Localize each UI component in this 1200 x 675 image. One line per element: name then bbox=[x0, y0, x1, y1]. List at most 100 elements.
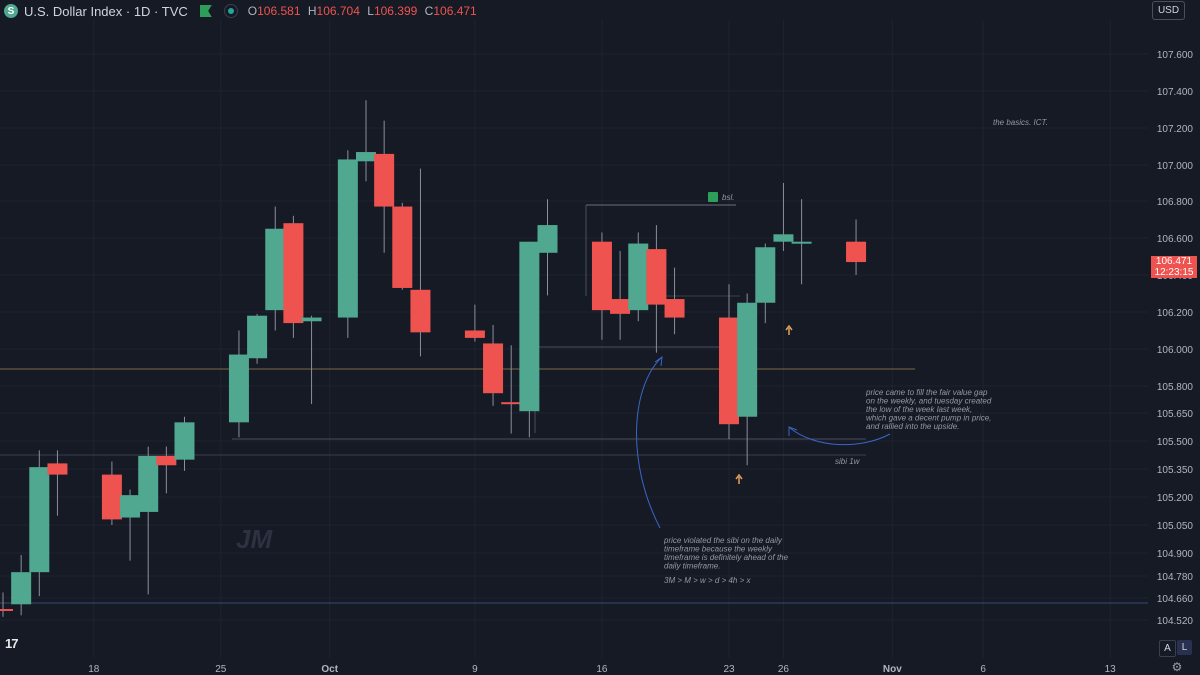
candle-body bbox=[773, 234, 794, 242]
candle-body bbox=[138, 455, 159, 512]
price-tick-label: 104.660 bbox=[1157, 594, 1194, 605]
candle-body bbox=[374, 153, 395, 207]
price-tick-label: 106.000 bbox=[1157, 345, 1194, 356]
annotation-note-weekly: and rallied into the upside. bbox=[866, 422, 959, 431]
candle-body bbox=[265, 228, 286, 311]
annotation-note-daily: timeframe because the weekly bbox=[664, 545, 773, 554]
candle-body bbox=[29, 467, 50, 573]
price-tick-label: 107.400 bbox=[1157, 87, 1194, 98]
tradingview-logo-icon[interactable]: 17 bbox=[5, 636, 19, 651]
candles bbox=[0, 100, 867, 617]
price-tick-label: 105.650 bbox=[1157, 409, 1194, 420]
time-tick-label: 9 bbox=[472, 664, 478, 675]
annotation-basics: the basics. ICT. bbox=[993, 118, 1048, 127]
ohlc-values: O106.581 H106.704 L106.399 C106.471 bbox=[248, 4, 481, 18]
open-value: 106.581 bbox=[257, 4, 301, 18]
candle-body bbox=[664, 299, 685, 318]
auto-scale-button[interactable]: A bbox=[1159, 640, 1176, 657]
candle-body bbox=[0, 609, 13, 611]
time-tick-label: 23 bbox=[723, 664, 735, 675]
price-tick-label: 105.050 bbox=[1157, 521, 1194, 532]
annotation-note-weekly: which gave a decent pump in price, bbox=[866, 414, 991, 423]
price-tick-label: 104.520 bbox=[1157, 616, 1194, 627]
watermark-jm: JM bbox=[236, 524, 273, 554]
candle-body bbox=[392, 206, 413, 288]
grid bbox=[0, 20, 1148, 658]
candle-body bbox=[791, 241, 812, 244]
up-arrow-head-icon bbox=[785, 324, 793, 331]
candle-body bbox=[628, 243, 649, 311]
time-tick-label: 26 bbox=[778, 664, 790, 675]
annotation-sibi: sibi 1w bbox=[835, 457, 861, 466]
dollar-symbol-icon: S bbox=[4, 4, 18, 18]
candle-body bbox=[501, 402, 522, 405]
candle-body bbox=[591, 241, 612, 311]
candle-body bbox=[337, 159, 358, 318]
last-price: 106.471 bbox=[1155, 256, 1193, 267]
price-tick-label: 107.000 bbox=[1157, 161, 1194, 172]
time-tick-label: 18 bbox=[88, 664, 100, 675]
candle-body bbox=[11, 572, 32, 605]
high-label: H bbox=[307, 4, 317, 18]
time-tick-label: Nov bbox=[883, 664, 902, 675]
curved-arrow-daily bbox=[636, 356, 663, 529]
low-value: 106.399 bbox=[373, 4, 418, 18]
close-value: 106.471 bbox=[433, 4, 477, 18]
candle-body bbox=[47, 463, 68, 475]
annotation-note-daily: daily timeframe. bbox=[664, 562, 720, 571]
last-price-badge: 106.471 12:23:15 bbox=[1151, 256, 1197, 278]
price-tick-label: 106.600 bbox=[1157, 234, 1194, 245]
candle-body bbox=[101, 474, 122, 520]
price-tick-label: 105.350 bbox=[1157, 465, 1194, 476]
curved-arrow-daily-head bbox=[654, 355, 663, 367]
time-axis[interactable]: 18 25 Oct 9 16 23 26 Nov 6 13 bbox=[88, 664, 1116, 675]
price-tick-label: 107.200 bbox=[1157, 124, 1194, 135]
candle-body bbox=[283, 223, 304, 324]
price-tick-label: 106.200 bbox=[1157, 308, 1194, 319]
candle-body bbox=[410, 289, 431, 333]
price-tick-label: 105.800 bbox=[1157, 382, 1194, 393]
price-tick-label: 106.800 bbox=[1157, 197, 1194, 208]
time-tick-label: 16 bbox=[596, 664, 608, 675]
time-tick-label: 25 bbox=[215, 664, 227, 675]
flag-icon[interactable] bbox=[199, 5, 212, 17]
price-tick-label: 107.600 bbox=[1157, 50, 1194, 61]
annotation-note-weekly: price came to fill the fair value gap bbox=[865, 388, 988, 397]
candle-body bbox=[247, 315, 268, 359]
annotation-hierarchy: 3M > M > w > d > 4h > x bbox=[664, 576, 751, 585]
candle-body bbox=[610, 299, 631, 314]
currency-button[interactable]: USD bbox=[1152, 1, 1185, 20]
price-tick-label: 105.500 bbox=[1157, 437, 1194, 448]
log-scale-button[interactable]: L bbox=[1177, 640, 1192, 655]
candle-body bbox=[174, 422, 195, 460]
candle-body bbox=[228, 354, 249, 423]
candle-body bbox=[719, 317, 739, 425]
candle-body bbox=[301, 317, 322, 322]
annotation-bsl: bsl. bbox=[722, 193, 734, 202]
market-status-icon[interactable] bbox=[223, 4, 238, 18]
candle-body bbox=[464, 330, 485, 338]
price-axis[interactable]: 107.600 107.400 107.200 107.000 106.800 106.6… bbox=[1157, 50, 1194, 627]
candle-body bbox=[356, 152, 376, 162]
annotation-note-weekly: the low of the week last week, bbox=[866, 405, 972, 414]
price-tick-label: 104.900 bbox=[1157, 549, 1194, 560]
time-tick-label: 6 bbox=[980, 664, 986, 675]
close-label: C bbox=[424, 4, 434, 18]
annotation-note-daily: price violated the sibi on the daily bbox=[663, 536, 783, 545]
bar-countdown: 12:23:15 bbox=[1154, 267, 1194, 278]
chart-header: S U.S. Dollar Index · 1D · TVC O106.581 … bbox=[4, 2, 481, 20]
annotations: the basics. ICT. bsl. sibi 1w JM price came … bbox=[236, 118, 1048, 585]
candle-body bbox=[156, 455, 177, 466]
annotation-note-daily: timeframe is definitely ahead of the bbox=[664, 553, 789, 562]
annotation-note-weekly: on the weekly, and tuesday created bbox=[866, 397, 992, 406]
candle-body bbox=[120, 495, 141, 518]
gear-icon[interactable]: ⚙ bbox=[1171, 660, 1183, 674]
candle-body bbox=[846, 241, 867, 263]
time-tick-label: Oct bbox=[321, 664, 338, 675]
candle-body bbox=[646, 249, 667, 305]
up-arrow-head-icon bbox=[735, 473, 743, 480]
symbol-title[interactable]: U.S. Dollar Index · 1D · TVC bbox=[24, 3, 188, 19]
curved-arrow-weekly-head bbox=[788, 426, 798, 436]
checkbox-icon bbox=[708, 192, 718, 202]
